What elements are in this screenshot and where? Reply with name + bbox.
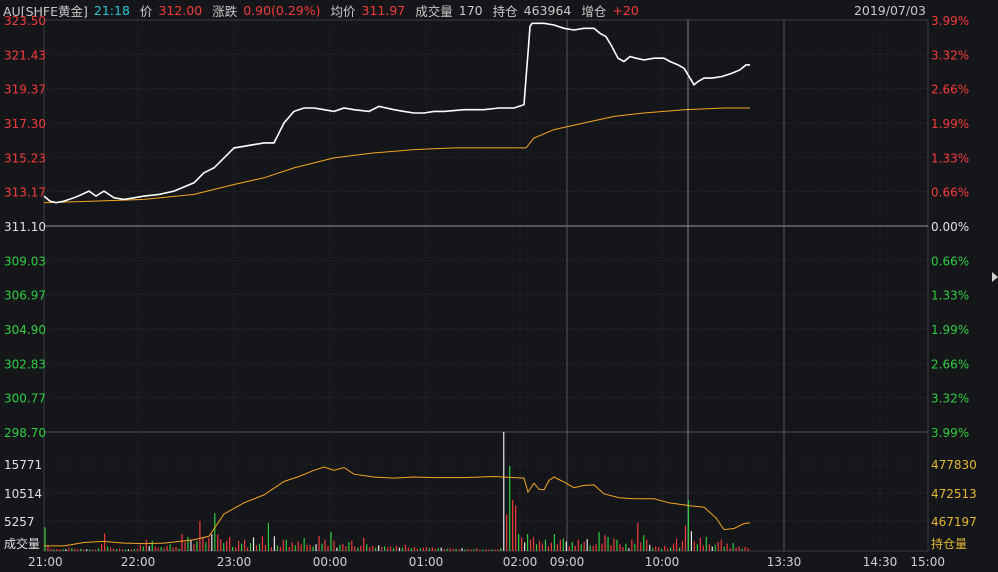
pct-tick-label: 3.32% — [931, 392, 969, 406]
price-tick-label: 321.43 — [4, 48, 46, 62]
volume-tick-label: 5257 — [4, 515, 35, 529]
symbol-label[interactable]: AU[SHFE黄金] — [3, 3, 88, 19]
price-tick-label: 298.70 — [4, 426, 46, 440]
chart-grid — [43, 19, 929, 552]
oi-tick-label: 477830 — [931, 458, 977, 472]
price-tick-label: 317.30 — [4, 117, 46, 131]
price-tick-label: 304.90 — [4, 323, 46, 337]
oi-change-value: +20 — [612, 2, 639, 18]
volume-tick-label: 10514 — [4, 487, 42, 501]
price-tick-label: 311.10 — [4, 220, 46, 234]
price-line — [43, 22, 750, 204]
pct-tick-label: 3.32% — [931, 48, 969, 62]
average-price-line — [43, 107, 750, 204]
time-tick-label: 14:30 — [863, 555, 898, 569]
pct-tick-label: 1.33% — [931, 289, 969, 303]
price-tick-label: 315.23 — [4, 151, 46, 165]
oi-tick-label: 472513 — [931, 487, 977, 501]
time-tick-label: 23:00 — [217, 555, 252, 569]
volume-tick-label: 15771 — [4, 458, 42, 472]
price-tick-label: 306.97 — [4, 289, 46, 303]
avg-label: 均价 — [330, 3, 356, 19]
oi-change-label: 增仓 — [581, 3, 607, 19]
pct-tick-label: 1.99% — [931, 323, 969, 337]
price-tick-label: 309.03 — [4, 254, 46, 268]
time-tick-label: 10:00 — [645, 555, 680, 569]
volume-bars — [44, 432, 749, 551]
trade-date: 2019/07/03 — [853, 3, 926, 18]
plot-frame — [43, 19, 929, 552]
open-interest-line — [44, 466, 751, 547]
current-time: 21:18 — [93, 2, 130, 18]
time-tick-label: 22:00 — [121, 555, 156, 569]
avg-value: 311.97 — [361, 2, 406, 18]
pct-tick-label: 3.99% — [931, 426, 969, 440]
pct-tick-label: 0.00% — [931, 220, 969, 234]
pct-tick-label: 1.33% — [931, 151, 969, 165]
expand-panel-arrow-icon[interactable] — [992, 272, 998, 282]
chart-axes: 323.50 3.99% 321.43 3.32% 319.37 2.66% 317.30 1… — [4, 14, 977, 551]
pct-tick-label: 3.99% — [931, 14, 969, 28]
time-tick-label: 02:00 — [503, 555, 538, 569]
pct-tick-label: 0.66% — [931, 254, 969, 268]
pct-tick-label: 2.66% — [931, 83, 969, 97]
price-tick-label: 302.83 — [4, 357, 46, 371]
price-tick-label: 300.77 — [4, 392, 46, 406]
oi-axis-label: 持仓量 — [931, 536, 967, 551]
quote-header: AU[SHFE黄金] 21:18 价 312.00 涨跌 0.90(0.29%)… — [0, 0, 998, 20]
change-value: 0.90(0.29%) — [243, 2, 321, 18]
open-interest-label: 持仓 — [492, 3, 518, 19]
volume-label: 成交量 — [415, 3, 453, 19]
open-interest-value: 463964 — [523, 2, 572, 18]
price-value: 312.00 — [158, 2, 203, 18]
pct-tick-label: 0.66% — [931, 186, 969, 200]
chart-lines — [43, 22, 751, 547]
pct-tick-label: 1.99% — [931, 117, 969, 131]
time-tick-label: 13:30 — [767, 555, 802, 569]
price-tick-label: 323.50 — [4, 14, 46, 28]
price-tick-label: 319.37 — [4, 83, 46, 97]
volume-axis-label: 成交量 — [4, 536, 40, 551]
oi-tick-label: 467197 — [931, 515, 977, 529]
time-tick-label: 15:00 — [910, 555, 945, 569]
price-tick-label: 313.17 — [4, 186, 46, 200]
time-tick-label: 21:00 — [28, 555, 63, 569]
time-tick-label: 00:00 — [313, 555, 348, 569]
time-tick-label: 09:00 — [550, 555, 585, 569]
time-tick-label: 01:00 — [409, 555, 444, 569]
volume-value: 170 — [458, 2, 483, 18]
time-axis: 21:00 22:00 23:00 00:00 01:00 02:00 09:00 10:00… — [28, 555, 945, 569]
price-label: 价 — [139, 3, 153, 19]
pct-tick-label: 2.66% — [931, 357, 969, 371]
change-label: 涨跌 — [212, 3, 238, 19]
